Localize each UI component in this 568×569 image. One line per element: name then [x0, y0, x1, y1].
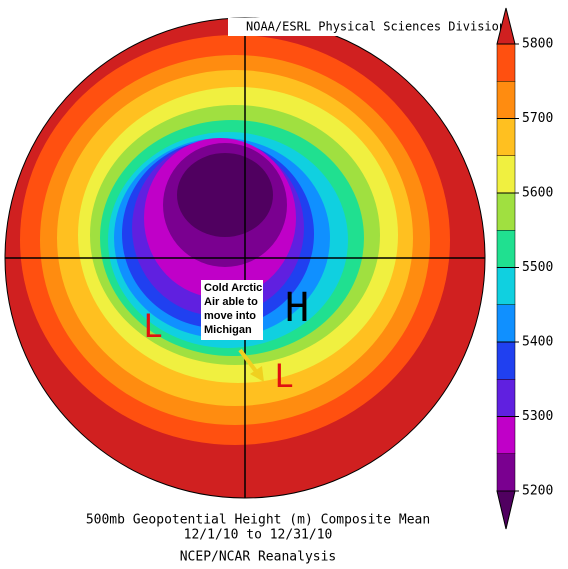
colorbar-label: 5500 [522, 260, 553, 275]
caption: 12/1/10 to 12/31/10 [184, 528, 333, 543]
colorbar-label: 5600 [522, 186, 553, 201]
colorbar-label: 5200 [522, 484, 553, 499]
colorbar-band [496, 118, 516, 156]
colorbar-band [496, 230, 516, 268]
colorbar-band [496, 43, 516, 82]
colorbar-band [496, 379, 516, 417]
arrow-head [250, 366, 264, 382]
colorbar-label: 5300 [522, 409, 553, 424]
colorbar: 5200 5300 5400 5500 5600 5700 5800 [496, 7, 553, 530]
colorbar-band [496, 155, 516, 194]
height-field [5, 18, 485, 498]
note-line: Michigan [204, 324, 252, 336]
colorbar-label: 5400 [522, 335, 553, 350]
low-label: L [274, 357, 293, 395]
header-title: NOAA/ESRL Physical Sciences Division [246, 20, 506, 34]
note-line: move into [204, 310, 256, 322]
colorbar-band [496, 81, 516, 119]
colorbar-label: 5700 [522, 111, 553, 126]
colorbar-band [496, 453, 516, 492]
colorbar-band [496, 267, 516, 305]
colorbar-label: 5800 [522, 37, 553, 52]
caption: 500mb Geopotential Height (m) Composite … [86, 513, 430, 528]
high-label: H [285, 285, 309, 331]
header-box [228, 18, 480, 36]
low-label: L [143, 307, 162, 345]
colorbar-band [496, 192, 516, 231]
colorbar-band [496, 341, 516, 380]
arrow [238, 348, 260, 376]
note-box [201, 280, 263, 340]
caption: NCEP/NCAR Reanalysis [180, 550, 337, 565]
colorbar-band [496, 416, 516, 454]
colorbar-band [496, 304, 516, 343]
note-line: Cold Arctic [204, 282, 262, 294]
note-line: Air able to [204, 296, 258, 308]
colorbar-end [496, 490, 516, 530]
